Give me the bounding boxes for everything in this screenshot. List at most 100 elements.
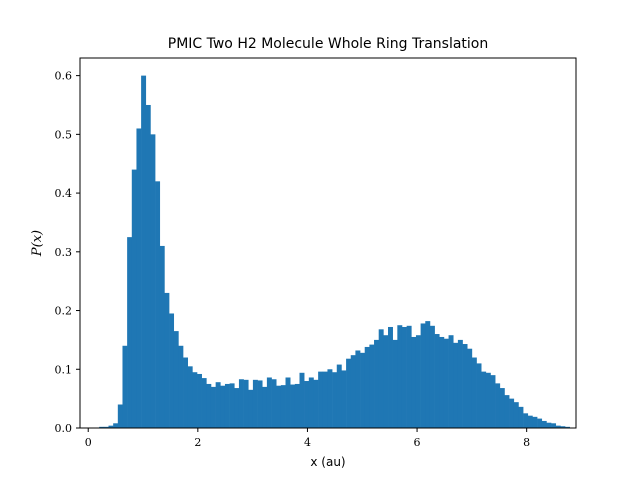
histogram-bar: [285, 377, 291, 428]
histogram-bar: [513, 402, 519, 428]
y-tick-label: 0.6: [55, 70, 73, 83]
histogram-bar: [346, 358, 352, 428]
x-tick-label: 4: [304, 436, 311, 449]
histogram-bar: [294, 383, 300, 428]
histogram-bar: [229, 383, 235, 428]
histogram-bars: [99, 75, 570, 429]
histogram-bar: [523, 413, 529, 428]
histogram-bar: [485, 372, 491, 428]
x-tick-label: 0: [85, 436, 92, 449]
histogram-bar: [383, 335, 389, 428]
histogram-bar: [462, 344, 468, 428]
histogram-bar: [197, 373, 202, 428]
histogram-bar: [271, 379, 277, 428]
histogram-bar: [113, 423, 119, 428]
histogram-bar: [150, 134, 156, 428]
histogram-bar: [401, 326, 407, 428]
histogram-bar: [117, 404, 123, 428]
histogram-bar: [220, 385, 226, 428]
histogram-bar: [364, 346, 370, 428]
y-tick-label: 0.2: [55, 305, 73, 318]
histogram-bar: [420, 323, 426, 428]
histogram-bar: [155, 181, 161, 428]
histogram-bar: [266, 377, 272, 428]
histogram-bar: [360, 352, 366, 428]
x-axis-ticks: 0 2 4 6 8: [85, 428, 530, 449]
histogram-bar: [127, 237, 133, 428]
y-tick-label: 0.3: [55, 246, 73, 259]
histogram-bar: [336, 364, 342, 428]
histogram-bar: [555, 425, 561, 428]
histogram-bar: [355, 350, 361, 428]
y-axis-label: P(x): [30, 230, 45, 257]
histogram-bar: [481, 371, 487, 428]
histogram-bar: [145, 104, 151, 428]
histogram-bar: [443, 338, 449, 428]
histogram-bar: [173, 331, 179, 428]
histogram-bar: [411, 336, 417, 428]
histogram-bar: [369, 344, 375, 428]
histogram-bar: [103, 426, 109, 428]
histogram-bar: [215, 382, 221, 428]
x-tick-label: 8: [523, 436, 530, 449]
histogram-bar: [374, 339, 379, 428]
histogram-bar: [304, 381, 310, 428]
histogram-bar: [234, 388, 240, 428]
histogram-bar: [429, 325, 435, 428]
histogram-bar: [322, 371, 328, 428]
histogram-bar: [308, 377, 314, 428]
histogram-bar: [262, 386, 268, 428]
histogram-bar: [495, 383, 501, 428]
histogram-bar: [537, 418, 543, 428]
histogram-bar: [192, 372, 198, 428]
histogram-bar: [467, 348, 473, 428]
histogram-bar: [415, 335, 421, 428]
histogram-bar: [257, 380, 263, 428]
histogram-bar: [434, 334, 440, 428]
histogram-bar: [276, 385, 282, 428]
histogram-bar: [490, 375, 496, 428]
histogram-bar: [99, 426, 105, 428]
histogram-bar: [122, 345, 128, 428]
histogram-bar: [210, 386, 216, 428]
histogram-bar: [448, 335, 454, 428]
x-axis-label: x (au): [310, 455, 345, 469]
histogram-bar: [252, 379, 258, 428]
histogram-bar: [560, 426, 566, 428]
histogram-bar: [224, 383, 230, 428]
histogram-bar: [425, 321, 431, 428]
histogram-bar: [136, 128, 142, 429]
histogram-bar: [392, 339, 398, 428]
histogram-bar: [504, 395, 510, 428]
histogram-bar: [290, 384, 296, 428]
histogram-bar: [206, 383, 212, 428]
histogram-bar: [318, 371, 324, 428]
histogram-bar: [108, 425, 114, 428]
histogram-bar: [280, 385, 286, 428]
histogram-bar: [439, 336, 445, 428]
chart-title: PMIC Two H2 Molecule Whole Ring Translat…: [168, 36, 488, 52]
histogram-bar: [187, 366, 193, 428]
histogram-bar: [183, 357, 188, 428]
histogram-bar: [457, 339, 463, 428]
histogram-bar: [164, 292, 170, 428]
histogram-bar: [131, 169, 137, 428]
histogram-bar: [527, 415, 533, 428]
histogram-bar: [341, 370, 347, 428]
histogram-bar: [350, 355, 356, 428]
histogram-bar: [388, 326, 393, 428]
x-tick-label: 2: [194, 436, 201, 449]
histogram-bar: [551, 423, 557, 428]
histogram-bar: [159, 245, 165, 428]
histogram-bar: [243, 379, 249, 428]
plot-frame: [79, 57, 577, 429]
y-tick-label: 0.5: [55, 128, 73, 141]
histogram-bar: [169, 313, 175, 428]
histogram-bar: [541, 420, 547, 428]
histogram-bar: [499, 388, 505, 428]
histogram-bar: [238, 379, 244, 428]
histogram-bar: [299, 372, 305, 428]
histogram-bar: [313, 379, 319, 428]
histogram-bar: [509, 398, 515, 428]
